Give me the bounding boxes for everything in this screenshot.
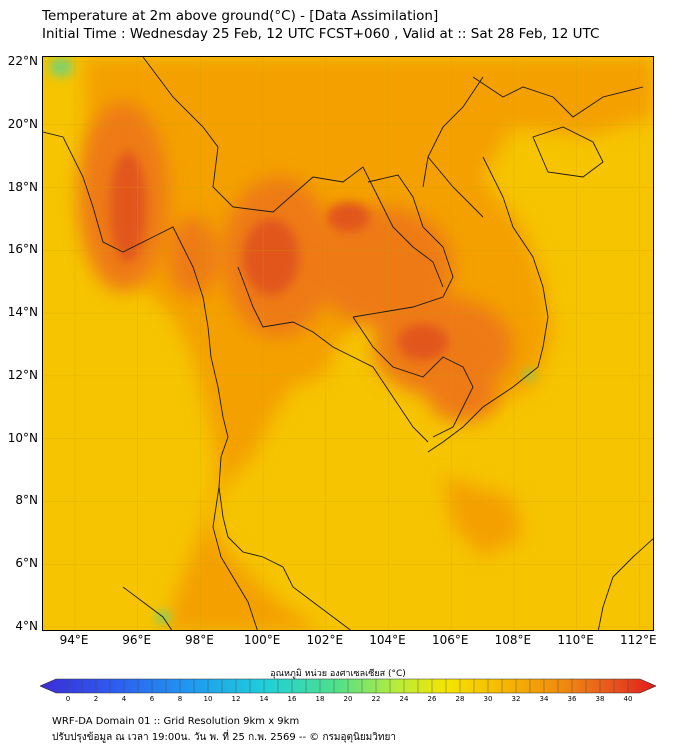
latitude-label: 10°N: [7, 430, 38, 445]
thai-border-north: [142, 57, 444, 288]
mekong-border: [352, 174, 454, 318]
cambodia-border: [352, 316, 474, 438]
latitude-label: 8°N: [15, 493, 38, 508]
latitude-label: 12°N: [7, 367, 38, 382]
colorbar-tick-label: 4: [121, 695, 127, 703]
latitude-label: 6°N: [15, 556, 38, 571]
latitude-label: 20°N: [7, 116, 38, 131]
hainan-island: [532, 126, 604, 178]
latitude-label: 4°N: [15, 619, 38, 633]
temperature-map[interactable]: [42, 56, 654, 631]
colorbar-tick-label: 8: [177, 695, 183, 703]
warm-land-field: [83, 57, 653, 630]
colorbar-tick-label: 36: [567, 695, 577, 703]
vietnam-inland: [422, 76, 484, 218]
colorbar-title: อุณหภูมิ หน่วย องศาเซลเซียส (°C): [270, 669, 406, 679]
borneo-coast: [597, 538, 653, 630]
footer-update: ปรับปรุงข้อมูล ณ เวลา 19:00น. วัน พ. ที่…: [52, 732, 396, 743]
latitude-label: 18°N: [7, 179, 38, 194]
longitude-label: 108°E: [494, 633, 532, 647]
longitude-label: 104°E: [369, 633, 406, 647]
longitude-label: 100°E: [243, 633, 281, 647]
colorbar-tick-label: 18: [315, 695, 325, 703]
country-borders: [43, 57, 653, 630]
colorbar-tick-label: 34: [539, 695, 549, 703]
longitude-label: 96°E: [122, 633, 152, 647]
longitude-label: 112°E: [620, 633, 657, 647]
colorbar-tick-label: 16: [287, 695, 297, 703]
hottest-core-field: [110, 152, 448, 360]
colorbar-tick-label: 2: [93, 695, 99, 703]
colorbar-tick-label: 20: [343, 695, 353, 703]
gulf-coast: [237, 266, 429, 443]
colorbar-tick-label: 30: [483, 695, 493, 703]
longitude-label: 102°E: [306, 633, 344, 647]
footer-resolution: WRF-DA Domain 01 :: Grid Resolution 9km …: [52, 716, 300, 727]
colorbar-tick-label: 24: [399, 695, 409, 703]
malay-west-coast: [212, 486, 258, 630]
latitude-label: 22°N: [7, 54, 38, 68]
colorbar-tick-label: 6: [149, 695, 155, 703]
colorbar-tick-label: 32: [511, 695, 521, 703]
sumatra-coast: [122, 586, 173, 630]
longitude-label: 106°E: [431, 633, 469, 647]
colorbar-tick-label: 38: [595, 695, 605, 703]
graticule: [43, 57, 653, 630]
colorbar-tick-label: 22: [371, 695, 381, 703]
colorbar-tick-label: 28: [455, 695, 465, 703]
malay-east-coast: [227, 536, 352, 630]
colorbar-tick-label: 10: [203, 695, 213, 703]
colorbar: [40, 678, 656, 694]
longitude-label: 94°E: [59, 633, 89, 647]
longitude-label: 110°E: [557, 633, 594, 647]
longitude-label: 98°E: [184, 633, 214, 647]
chart-title: Temperature at 2m above ground(°C) - [Da…: [42, 8, 439, 24]
colorbar-tick-label: 26: [427, 695, 437, 703]
myanmar-coast: [43, 131, 229, 538]
colorbar-tick-label: 40: [623, 695, 633, 703]
colorbar-tick-label: 12: [231, 695, 241, 703]
latitude-label: 16°N: [7, 242, 38, 257]
colorbar-tick-label: 14: [259, 695, 269, 703]
map-canvas: [43, 57, 653, 630]
vietnam-coast: [427, 76, 644, 453]
chart-subtitle: Initial Time : Wednesday 25 Feb, 12 UTC …: [42, 26, 600, 42]
latitude-label: 14°N: [7, 305, 38, 320]
colorbar-tick-label: 0: [65, 695, 71, 703]
